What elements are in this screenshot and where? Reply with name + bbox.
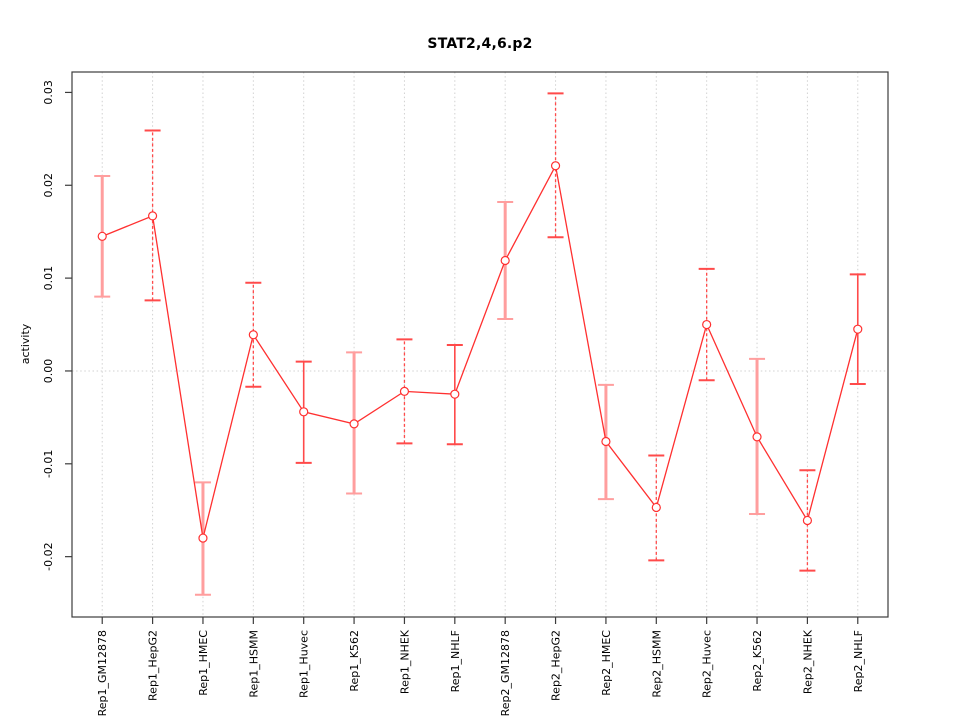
x-tick-label: Rep1_HMEC <box>197 630 210 696</box>
data-point <box>601 436 611 447</box>
x-tick-label: Rep1_K562 <box>348 630 361 692</box>
y-tick-label: 0.00 <box>42 359 55 384</box>
x-tick-label: Rep2_HMEC <box>600 630 613 696</box>
data-point <box>299 407 309 417</box>
y-tick-label: -0.02 <box>42 542 55 570</box>
x-tick-label: Rep2_HSMM <box>650 630 663 698</box>
x-tick-label: Rep1_NHLF <box>449 630 462 692</box>
data-point <box>198 533 208 543</box>
x-tick-label: Rep2_Huvec <box>701 630 714 698</box>
data-point <box>147 211 158 221</box>
x-tick-label: Rep1_GM12878 <box>96 630 109 716</box>
y-tick-label: -0.01 <box>42 450 55 478</box>
data-point <box>702 319 712 330</box>
data-point <box>853 324 863 334</box>
data-point <box>248 330 258 340</box>
x-tick-label: Rep1_Huvec <box>298 630 311 698</box>
plot-frame <box>71 71 889 618</box>
y-tick-label: 0.01 <box>42 266 55 291</box>
chart-title: STAT2,4,6.p2 <box>427 36 533 52</box>
data-point <box>802 515 813 526</box>
series-line <box>101 163 859 539</box>
x-tick-label: Rep2_K562 <box>751 630 764 692</box>
data-point <box>651 502 661 513</box>
y-tick-label: 0.02 <box>42 173 55 198</box>
x-tick-label: Rep2_NHLF <box>852 630 865 692</box>
data-point <box>349 419 359 429</box>
data-point <box>399 386 410 396</box>
x-tick-label: Rep2_GM12878 <box>499 630 512 716</box>
x-tick-label: Rep2_HepG2 <box>550 630 563 701</box>
x-tick-label: Rep1_HepG2 <box>147 630 160 701</box>
data-point <box>752 432 762 442</box>
x-tick-label: Rep1_HSMM <box>247 630 260 698</box>
y-tick-label: 0.03 <box>42 80 55 105</box>
x-tick-label: Rep1_NHEK <box>398 629 411 694</box>
data-point <box>450 389 460 399</box>
data-point <box>550 161 561 171</box>
data-point <box>500 255 510 266</box>
data-point <box>97 231 107 241</box>
x-tick-label: Rep2_NHEK <box>801 629 814 694</box>
